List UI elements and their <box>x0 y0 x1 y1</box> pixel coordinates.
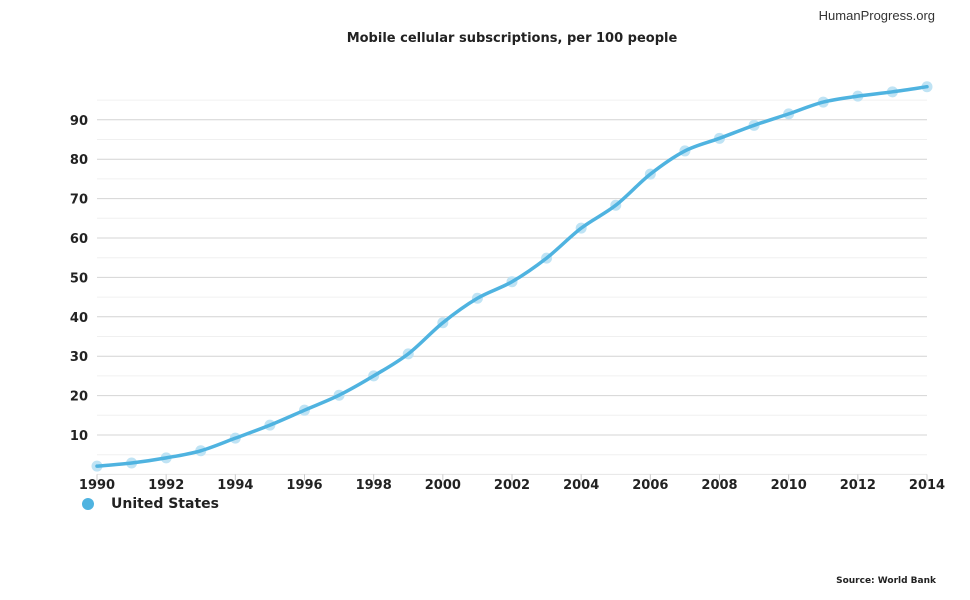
y-tick-label: 80 <box>70 153 88 168</box>
x-tick-label: 2000 <box>425 478 461 493</box>
x-tick-label: 1992 <box>148 478 184 493</box>
x-tick-label: 2010 <box>771 478 807 493</box>
x-tick-label: 2002 <box>494 478 530 493</box>
y-tick-label: 40 <box>70 311 88 326</box>
legend-label: United States <box>111 496 219 512</box>
y-tick-label: 70 <box>70 193 88 208</box>
source-label: Source: World Bank <box>836 576 936 586</box>
y-tick-label: 20 <box>70 390 88 405</box>
x-tick-label: 2012 <box>840 478 876 493</box>
x-tick-label: 2014 <box>909 478 945 493</box>
x-tick-label: 1998 <box>356 478 392 493</box>
brand-label[interactable]: HumanProgress.org <box>818 8 935 23</box>
y-tick-label: 30 <box>70 350 88 365</box>
legend-item-united-states[interactable]: United States <box>82 496 219 512</box>
legend-marker <box>82 498 94 510</box>
x-tick-label: 2006 <box>632 478 668 493</box>
x-tick-label: 2004 <box>563 478 599 493</box>
y-tick-label: 10 <box>70 429 88 444</box>
y-tick-label: 90 <box>70 114 88 129</box>
y-tick-label: 60 <box>70 232 88 247</box>
x-tick-label: 1990 <box>79 478 115 493</box>
x-tick-label: 2008 <box>701 478 737 493</box>
y-tick-label: 50 <box>70 271 88 286</box>
x-tick-label: 1996 <box>286 478 322 493</box>
x-tick-label: 1994 <box>217 478 253 493</box>
series-line-united-states <box>95 84 929 468</box>
chart-title: Mobile cellular subscriptions, per 100 p… <box>346 31 678 46</box>
